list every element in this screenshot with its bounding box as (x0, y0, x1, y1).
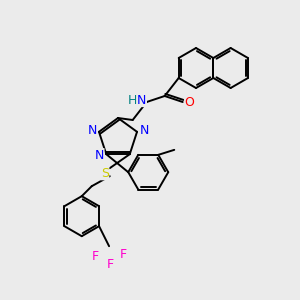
Text: O: O (185, 95, 195, 109)
Text: F: F (106, 258, 114, 271)
Text: N: N (87, 124, 97, 137)
Text: N: N (94, 149, 104, 162)
Text: N: N (139, 124, 149, 137)
Text: S: S (101, 167, 109, 180)
Text: H: H (128, 94, 137, 106)
Text: F: F (119, 248, 127, 261)
Text: N: N (137, 94, 146, 106)
Text: F: F (92, 250, 99, 263)
